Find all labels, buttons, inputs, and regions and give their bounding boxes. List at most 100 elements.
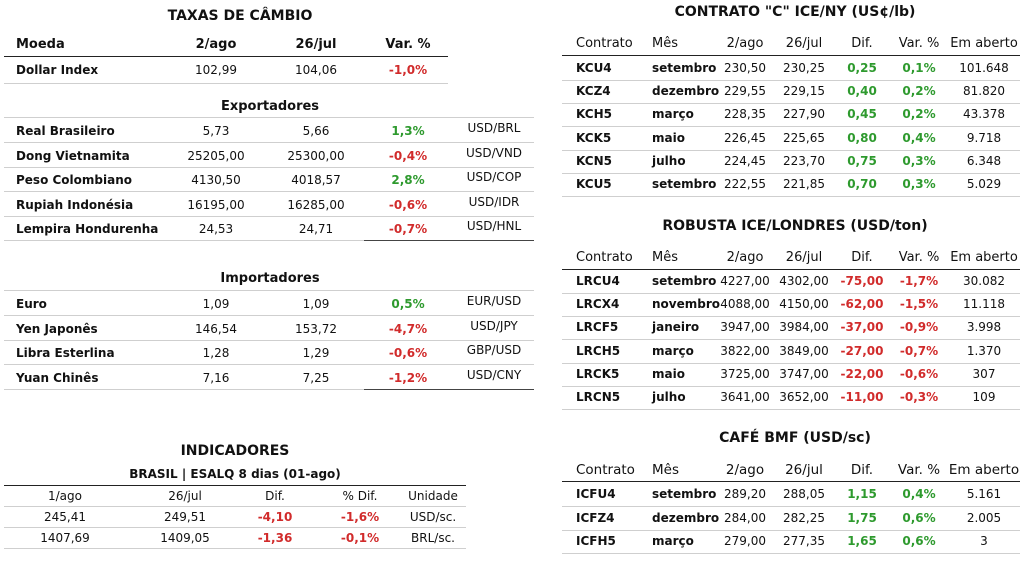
open-interest: 81.820	[963, 84, 1005, 99]
col-header-contrato: Contrato	[576, 36, 633, 51]
divider	[4, 388, 364, 390]
contract-code: LRCF5	[576, 320, 619, 335]
divider	[4, 166, 364, 168]
divider	[562, 529, 1020, 531]
contract-month: março	[652, 343, 694, 358]
divider	[364, 240, 534, 242]
ice-ny-title: CONTRATO "C" ICE/NY (US¢/lb)	[674, 4, 916, 20]
price-dif: 1,75	[847, 510, 877, 525]
col-header-date-b: 26/jul	[785, 36, 823, 51]
rate-var: -0,6%	[388, 346, 428, 361]
price-date-a: 228,35	[724, 107, 766, 122]
price-var: 0,3%	[902, 177, 936, 191]
price-date-b: 225,65	[783, 130, 825, 145]
price-var: -0,9%	[899, 320, 939, 335]
divider	[4, 485, 466, 486]
divider	[562, 339, 1020, 341]
open-interest: 3.998	[966, 320, 1002, 335]
col-header-moeda: Moeda	[16, 37, 65, 52]
contract-code: ICFZ4	[576, 510, 615, 525]
contract-month: janeiro	[652, 320, 700, 335]
rate-var: -0,6%	[388, 197, 428, 212]
contract-code: ICFH5	[576, 534, 616, 549]
currency-pair: USD/CNY	[466, 367, 522, 382]
price-dif: 0,40	[847, 84, 877, 99]
rate-var: 1,3%	[391, 124, 425, 138]
open-interest: 43.378	[963, 107, 1005, 122]
ind-header-b: 26/jul	[168, 489, 202, 503]
rate-var: 0,5%	[391, 297, 425, 311]
price-date-a: 3822,00	[720, 343, 770, 358]
ind-header-a: 1/ago	[48, 489, 82, 503]
open-interest: 6.348	[966, 153, 1002, 168]
divider	[562, 409, 1020, 410]
open-interest: 2.005	[966, 510, 1002, 525]
divider	[364, 142, 534, 143]
dollar-index-b: 104,06	[295, 63, 337, 77]
price-dif: 0,75	[847, 153, 877, 168]
contract-month: setembro	[652, 487, 717, 501]
ind-dif: -1,36	[257, 531, 293, 545]
col-header-date-b: 26/jul	[295, 37, 337, 52]
price-dif: -11,00	[840, 390, 884, 404]
divider	[562, 126, 1020, 128]
divider	[4, 506, 466, 507]
price-date-b: 4302,00	[779, 274, 829, 288]
price-date-a: 226,45	[724, 130, 766, 145]
ind-value-a: 245,41	[44, 510, 86, 524]
price-date-a: 3725,00	[720, 366, 770, 381]
divider	[562, 269, 1020, 270]
contract-month: dezembro	[652, 510, 720, 525]
currency-name: Dong Vietnamita	[16, 148, 130, 163]
price-dif: -37,00	[840, 320, 884, 335]
divider	[562, 385, 1020, 387]
divider	[4, 117, 534, 118]
divider	[4, 527, 466, 528]
rate-date-b: 16285,00	[287, 197, 345, 212]
price-date-a: 4088,00	[720, 297, 770, 312]
col-header-var: Var. %	[897, 462, 941, 478]
price-date-b: 4150,00	[779, 297, 829, 312]
currency-name: Rupiah Indonésia	[16, 197, 134, 212]
ind-header-unit: Unidade	[408, 489, 458, 503]
divider	[562, 103, 1020, 105]
dollar-index-name: Dollar Index	[16, 63, 99, 77]
contract-code: LRCN5	[576, 390, 621, 404]
col-header-date-a: 2/ago	[725, 462, 765, 478]
price-date-a: 284,00	[724, 510, 766, 525]
indicadores-title: INDICADORES	[180, 443, 290, 459]
divider	[562, 80, 1020, 81]
contract-month: setembro	[652, 61, 717, 75]
price-var: 0,2%	[902, 107, 936, 122]
divider	[364, 166, 534, 168]
rate-var: -0,4%	[388, 148, 428, 163]
open-interest: 307	[972, 366, 996, 381]
divider	[562, 149, 1020, 151]
rate-date-b: 1,09	[302, 297, 330, 311]
price-date-a: 4227,00	[720, 274, 770, 288]
divider	[562, 553, 1020, 555]
divider	[562, 481, 1020, 482]
price-dif: -27,00	[840, 343, 884, 358]
contract-month: maio	[652, 366, 685, 381]
rate-var: -0,7%	[388, 222, 428, 237]
col-header-open: Em aberto	[948, 462, 1020, 478]
price-dif: 0,25	[847, 61, 877, 75]
divider	[4, 364, 364, 366]
rate-var: -4,7%	[388, 321, 428, 336]
currency-pair: USD/BRL	[467, 121, 521, 135]
col-header-contrato: Contrato	[576, 250, 633, 265]
rate-date-a: 1,09	[202, 297, 230, 311]
currency-name: Yen Japonês	[16, 321, 98, 336]
contract-code: LRCH5	[576, 343, 621, 358]
bmf-title: CAFÉ BMF (USD/sc)	[719, 430, 871, 446]
contract-month: setembro	[652, 177, 717, 191]
rate-date-a: 146,54	[195, 321, 237, 336]
header-line	[4, 56, 448, 57]
open-interest: 11.118	[963, 297, 1005, 312]
contract-month: setembro	[652, 274, 717, 288]
exportadores-title: Exportadores	[220, 99, 320, 114]
col-header-dif: Dif.	[851, 36, 873, 51]
divider	[364, 364, 534, 366]
contract-code: KCH5	[576, 107, 612, 122]
